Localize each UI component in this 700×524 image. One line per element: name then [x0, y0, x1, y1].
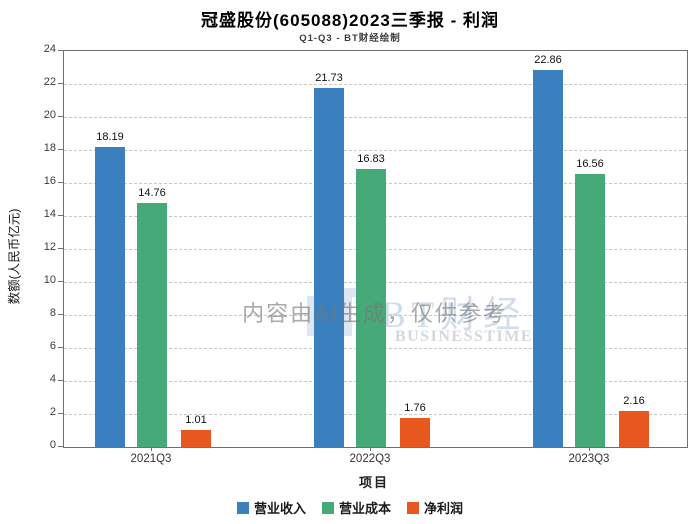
y-tick-label: 2 [49, 406, 56, 418]
bar [181, 430, 211, 447]
bt-watermark-text: BT财经 [381, 295, 527, 336]
bar-value-label: 18.19 [96, 130, 124, 143]
bt-watermark-subtext: BUSINESSTIMES [395, 328, 544, 345]
legend-swatch [236, 501, 249, 514]
legend-label: 净利润 [424, 501, 464, 516]
bar-value-label: 1.01 [185, 414, 207, 427]
legend-swatch [407, 501, 419, 514]
bar-value-label: 22.86 [534, 53, 562, 66]
legend-item: 净利润 [407, 498, 463, 517]
bar [137, 203, 167, 447]
y-tick-mark [58, 446, 63, 447]
y-tick-mark [58, 116, 63, 117]
y-tick-mark [58, 281, 63, 282]
y-tick-label: 4 [49, 373, 56, 385]
bar-value-label: 16.83 [357, 153, 385, 166]
y-tick-mark [58, 149, 63, 150]
y-tick-mark [58, 347, 63, 348]
ai-notice-watermark: 内容由AI生成，仅供参考 [242, 301, 507, 326]
y-tick-label: 16 [43, 175, 56, 187]
bar-value-label: 21.73 [315, 72, 343, 85]
plot-area: BT财经 BUSINESSTIMES 18.19 14.76 1.01 21.73 16… [63, 50, 688, 448]
x-category-label: 2022Q3 [349, 453, 391, 465]
bar-value-label: 2.16 [623, 395, 645, 408]
y-tick-mark [58, 380, 63, 381]
y-tick-mark [58, 215, 63, 216]
legend-label: 营业收入 [253, 501, 306, 516]
y-tick-label: 18 [43, 142, 56, 154]
bar [356, 169, 386, 447]
y-tick-label: 22 [43, 76, 56, 88]
y-tick-mark [58, 314, 63, 315]
legend-swatch [321, 501, 334, 514]
y-axis-title: 数额(人民币亿元) [7, 208, 22, 305]
y-tick-mark [58, 413, 63, 414]
legend-item: 营业收入 [236, 498, 306, 517]
gridline [64, 117, 687, 118]
gridline [64, 150, 687, 151]
bar-value-label: 16.56 [576, 157, 604, 170]
x-category-label: 2021Q3 [130, 453, 172, 465]
y-tick-label: 8 [49, 307, 56, 319]
bar [575, 173, 605, 447]
y-tick-label: 6 [49, 340, 56, 352]
x-tick-mark [589, 447, 590, 451]
x-tick-mark [370, 447, 371, 451]
legend-item: 营业成本 [321, 498, 391, 517]
y-tick-label: 0 [49, 439, 56, 451]
y-tick-mark [58, 50, 63, 51]
x-axis-title: 项目 [358, 475, 389, 490]
y-tick-mark [58, 83, 63, 84]
y-tick-label: 12 [43, 241, 56, 253]
x-category-label: 2023Q3 [568, 453, 610, 465]
gridline [64, 84, 687, 85]
y-tick-mark [58, 182, 63, 183]
chart-title: 冠盛股份(605088)2023三季报 - 利润 [201, 11, 499, 30]
x-tick-mark [151, 447, 152, 451]
y-tick-label: 20 [43, 109, 56, 121]
chart-subtitle: Q1-Q3 - BT财经绘制 [299, 33, 401, 44]
legend-label: 营业成本 [338, 501, 391, 516]
bar [619, 411, 649, 447]
bar [314, 88, 344, 447]
y-tick-label: 10 [43, 274, 56, 286]
bar [95, 146, 125, 447]
legend: 营业收入 营业成本 净利润 [0, 498, 700, 517]
bar-value-label: 14.76 [138, 187, 166, 200]
y-tick-label: 14 [43, 208, 56, 220]
y-tick-mark [58, 248, 63, 249]
bar [400, 417, 430, 447]
bar [533, 69, 563, 447]
y-tick-label: 24 [43, 43, 56, 55]
bar-value-label: 1.76 [404, 401, 426, 414]
